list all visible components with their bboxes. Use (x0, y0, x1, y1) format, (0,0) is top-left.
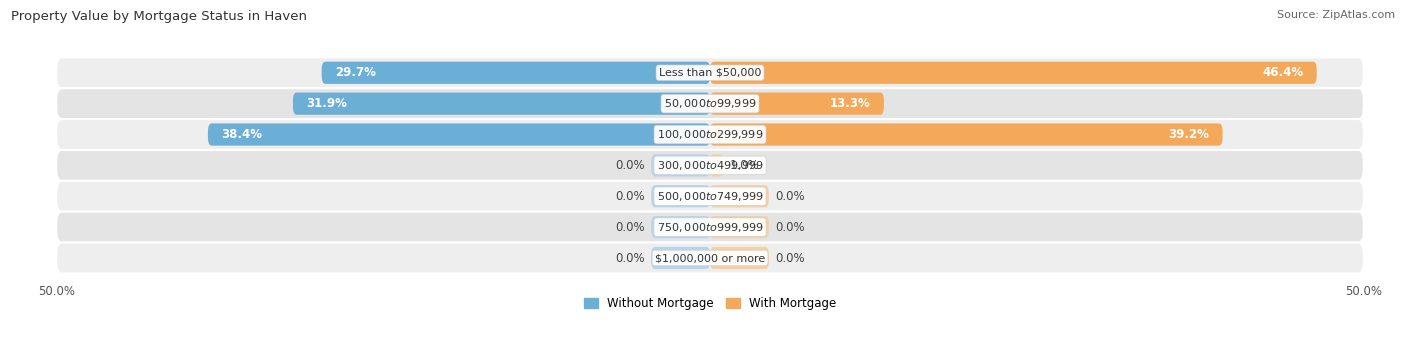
FancyBboxPatch shape (710, 92, 884, 115)
Text: 13.3%: 13.3% (830, 97, 870, 110)
FancyBboxPatch shape (651, 216, 710, 238)
Text: 46.4%: 46.4% (1263, 66, 1303, 79)
Text: 0.0%: 0.0% (614, 221, 644, 234)
Text: $750,000 to $999,999: $750,000 to $999,999 (657, 221, 763, 234)
FancyBboxPatch shape (56, 150, 1364, 181)
Text: 1.0%: 1.0% (730, 159, 759, 172)
FancyBboxPatch shape (322, 62, 710, 84)
Text: 0.0%: 0.0% (614, 252, 644, 265)
Text: $1,000,000 or more: $1,000,000 or more (655, 253, 765, 263)
Text: 0.0%: 0.0% (776, 221, 806, 234)
FancyBboxPatch shape (651, 247, 710, 269)
Text: $100,000 to $299,999: $100,000 to $299,999 (657, 128, 763, 141)
Text: 0.0%: 0.0% (776, 252, 806, 265)
Text: $300,000 to $499,999: $300,000 to $499,999 (657, 159, 763, 172)
Text: Less than $50,000: Less than $50,000 (659, 68, 761, 78)
FancyBboxPatch shape (208, 123, 710, 146)
FancyBboxPatch shape (292, 92, 710, 115)
FancyBboxPatch shape (710, 247, 769, 269)
FancyBboxPatch shape (56, 88, 1364, 119)
Text: Source: ZipAtlas.com: Source: ZipAtlas.com (1277, 10, 1395, 20)
Text: 0.0%: 0.0% (614, 159, 644, 172)
FancyBboxPatch shape (710, 154, 723, 177)
Text: 0.0%: 0.0% (614, 190, 644, 203)
Text: $500,000 to $749,999: $500,000 to $749,999 (657, 190, 763, 203)
Text: 39.2%: 39.2% (1168, 128, 1209, 141)
FancyBboxPatch shape (56, 57, 1364, 88)
Text: 31.9%: 31.9% (307, 97, 347, 110)
Text: 38.4%: 38.4% (221, 128, 262, 141)
Text: 29.7%: 29.7% (335, 66, 375, 79)
FancyBboxPatch shape (56, 212, 1364, 242)
FancyBboxPatch shape (56, 242, 1364, 273)
FancyBboxPatch shape (56, 181, 1364, 212)
Legend: Without Mortgage, With Mortgage: Without Mortgage, With Mortgage (579, 292, 841, 315)
FancyBboxPatch shape (651, 154, 710, 177)
FancyBboxPatch shape (710, 185, 769, 207)
FancyBboxPatch shape (710, 123, 1223, 146)
FancyBboxPatch shape (710, 62, 1317, 84)
FancyBboxPatch shape (710, 216, 769, 238)
Text: Property Value by Mortgage Status in Haven: Property Value by Mortgage Status in Hav… (11, 10, 308, 23)
Text: 0.0%: 0.0% (776, 190, 806, 203)
Text: $50,000 to $99,999: $50,000 to $99,999 (664, 97, 756, 110)
FancyBboxPatch shape (56, 119, 1364, 150)
FancyBboxPatch shape (651, 185, 710, 207)
